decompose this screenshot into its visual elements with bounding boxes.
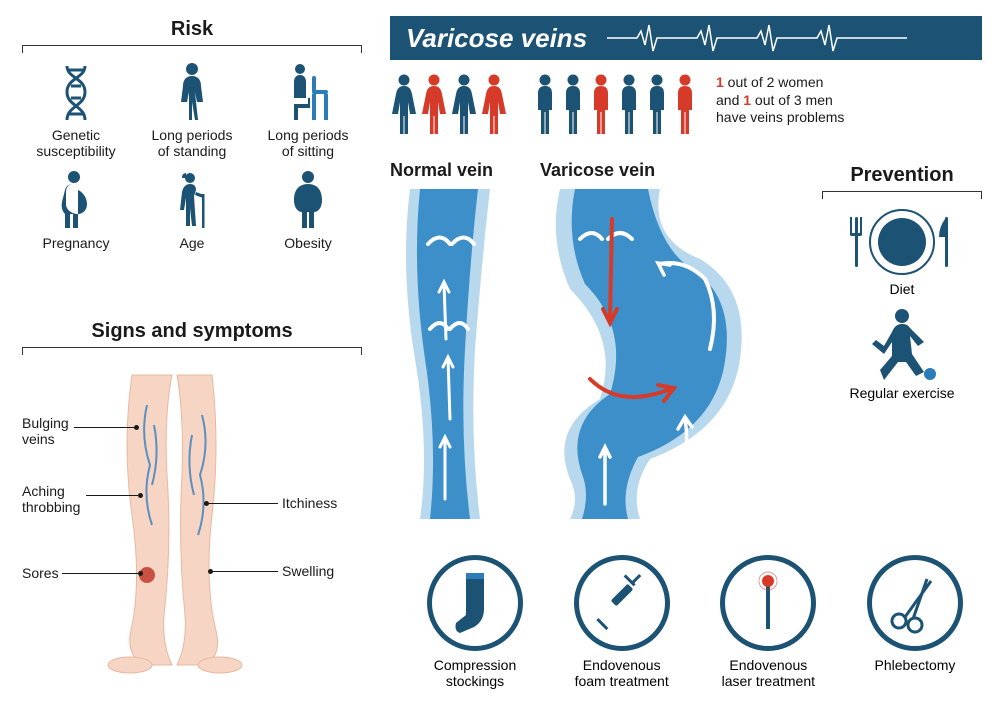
treatment-label: Phlebectomy (850, 657, 980, 673)
sign-line (208, 503, 278, 504)
treatment-item: Endovenousfoam treatment (557, 555, 687, 689)
sign-label: Achingthrobbing (22, 483, 80, 515)
varicose-vein-title: Varicose vein (540, 160, 760, 181)
risk-item: Obesity (254, 169, 362, 251)
sign-line (62, 573, 138, 574)
treatment-item: Phlebectomy (850, 555, 980, 689)
scissors-icon (867, 555, 963, 651)
pregnant-icon (22, 169, 130, 231)
sign-label: Sores (22, 565, 59, 581)
signs-bracket (22, 347, 362, 355)
risk-item: Geneticsusceptibility (22, 61, 130, 159)
risk-item: Long periodsof sitting (254, 61, 362, 159)
sign-label: Swelling (282, 563, 334, 579)
diet-icon (822, 207, 982, 277)
legs-icon (92, 365, 292, 675)
prevention-label: Regular exercise (822, 385, 982, 401)
laser-icon (720, 555, 816, 651)
standing-icon (138, 61, 246, 123)
signs-body: Bulgingveins Achingthrobbing Sores Itchi… (22, 365, 362, 685)
normal-vein-col: Normal vein (390, 160, 510, 524)
vein-diagrams: Normal vein Varicose vein (390, 160, 790, 524)
man-icon (532, 74, 558, 136)
prevention-title: Prevention (822, 164, 982, 187)
normal-vein-title: Normal vein (390, 160, 510, 181)
sign-dot (138, 571, 143, 576)
sign-dot (204, 501, 209, 506)
men-group (532, 74, 698, 136)
risk-label: Long periodsof sitting (254, 127, 362, 159)
risk-label: Geneticsusceptibility (22, 127, 130, 159)
sign-line (212, 571, 278, 572)
man-icon (588, 74, 614, 136)
woman-icon (390, 74, 418, 136)
woman-icon (420, 74, 448, 136)
woman-icon (480, 74, 508, 136)
risk-grid: Geneticsusceptibility Long periodsof sta… (22, 61, 362, 251)
varicose-vein-col: Varicose vein (540, 160, 760, 524)
title-bar: Varicose veins (390, 16, 982, 60)
risk-label: Pregnancy (22, 235, 130, 251)
man-icon (644, 74, 670, 136)
prevention-label: Diet (822, 281, 982, 297)
risk-item: Pregnancy (22, 169, 130, 251)
elderly-icon (138, 169, 246, 231)
risk-item: Age (138, 169, 246, 251)
risk-item: Long periodsof standing (138, 61, 246, 159)
risk-title: Risk (22, 18, 362, 41)
obese-icon (254, 169, 362, 231)
treatment-label: Endovenousfoam treatment (557, 657, 687, 689)
risk-label: Long periodsof standing (138, 127, 246, 159)
stats-row: 1 out of 2 womenand 1 out of 3 menhave v… (390, 74, 982, 136)
risk-label: Age (138, 235, 246, 251)
sign-label: Itchiness (282, 495, 337, 511)
stocking-icon (427, 555, 523, 651)
risk-section: Risk Geneticsusceptibility Long periodso… (22, 18, 362, 251)
treatment-label: Endovenouslaser treatment (703, 657, 833, 689)
sign-line (86, 495, 138, 496)
treatment-label: Compressionstockings (410, 657, 540, 689)
prevention-item: Diet (822, 207, 982, 297)
risk-bracket (22, 45, 362, 53)
sign-dot (138, 493, 143, 498)
ecg-icon (607, 23, 907, 53)
stats-highlight: 1 (743, 92, 751, 108)
syringe-icon (574, 555, 670, 651)
dna-icon (22, 61, 130, 123)
signs-title: Signs and symptoms (22, 320, 362, 343)
sign-line (74, 427, 134, 428)
woman-icon (450, 74, 478, 136)
stats-text: 1 out of 2 womenand 1 out of 3 menhave v… (716, 74, 844, 127)
stats-highlight: 1 (716, 74, 724, 90)
exercise-icon (822, 311, 982, 381)
sitting-icon (254, 61, 362, 123)
signs-section: Signs and symptoms Bulgingveins Achingth… (22, 320, 362, 685)
page-title: Varicose veins (406, 23, 587, 54)
sign-dot (134, 425, 139, 430)
prevention-bracket (822, 191, 982, 199)
sign-label: Bulgingveins (22, 415, 69, 447)
man-icon (560, 74, 586, 136)
man-icon (616, 74, 642, 136)
normal-vein-icon (390, 189, 510, 519)
treatments-row: Compressionstockings Endovenousfoam trea… (410, 555, 980, 689)
risk-label: Obesity (254, 235, 362, 251)
varicose-vein-icon (540, 189, 760, 519)
sign-dot (208, 569, 213, 574)
treatment-item: Compressionstockings (410, 555, 540, 689)
prevention-item: Regular exercise (822, 311, 982, 401)
man-icon (672, 74, 698, 136)
women-group (390, 74, 508, 136)
treatment-item: Endovenouslaser treatment (703, 555, 833, 689)
prevention-section: Prevention Diet Regular exercise (822, 164, 982, 415)
